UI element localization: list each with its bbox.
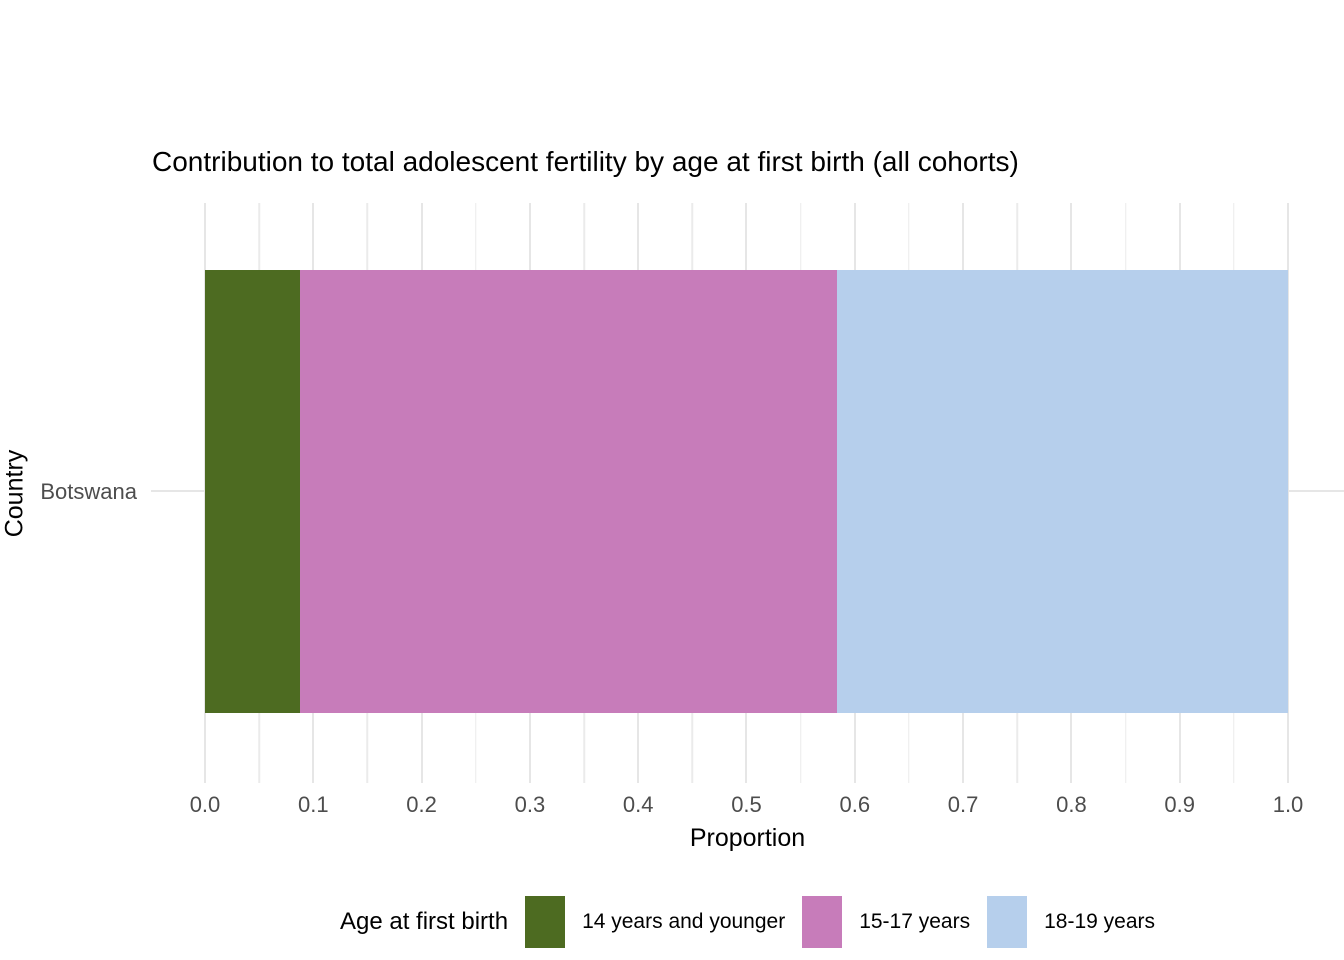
- x-tick-label: 0.3: [514, 792, 546, 817]
- x-tick-label: 0.2: [406, 792, 437, 817]
- legend-swatch: [802, 896, 843, 948]
- legend-title: Age at first birth: [339, 908, 509, 935]
- legend: Age at first birth 14 years and younger 1…: [151, 894, 1344, 950]
- x-tick-label: 0.0: [189, 792, 221, 817]
- bar-segment: [300, 270, 838, 713]
- legend-item: 14 years and younger: [525, 896, 785, 948]
- x-tick-label: 0.6: [839, 792, 871, 817]
- legend-label: 18-19 years: [1044, 910, 1156, 933]
- x-tick-label: 0.1: [297, 792, 329, 817]
- x-axis-tick-labels: 0.0 0.1 0.2 0.3 0.4 0.5 0.6 0.7 0.8 0.9 1.0: [151, 792, 1344, 820]
- x-tick-label: 0.7: [947, 792, 979, 817]
- legend-item: 18-19 years: [987, 896, 1155, 948]
- x-tick-label: 0.5: [731, 792, 762, 817]
- legend-swatch: [525, 896, 566, 948]
- bar-segment: [204, 270, 301, 713]
- chart-title: Contribution to total adolescent fertili…: [152, 146, 1019, 177]
- x-tick-label: 0.9: [1164, 792, 1195, 817]
- legend-item: 15-17 years: [802, 896, 970, 948]
- legend-label: 15-17 years: [859, 910, 971, 933]
- x-tick-label: 0.4: [622, 792, 654, 817]
- plot-panel: [151, 203, 1344, 783]
- legend-label: 14 years and younger: [582, 910, 786, 933]
- x-axis-title-container: Proportion: [151, 824, 1344, 853]
- y-tick-label-botswana: Botswana: [40, 479, 137, 504]
- x-tick-label: 0.8: [1056, 792, 1087, 817]
- gridline-major: [1287, 203, 1289, 783]
- x-tick-label: 1.0: [1272, 792, 1304, 817]
- legend-swatch: [987, 896, 1028, 948]
- bar-segment: [837, 270, 1288, 713]
- x-axis-title: Proportion: [689, 824, 806, 852]
